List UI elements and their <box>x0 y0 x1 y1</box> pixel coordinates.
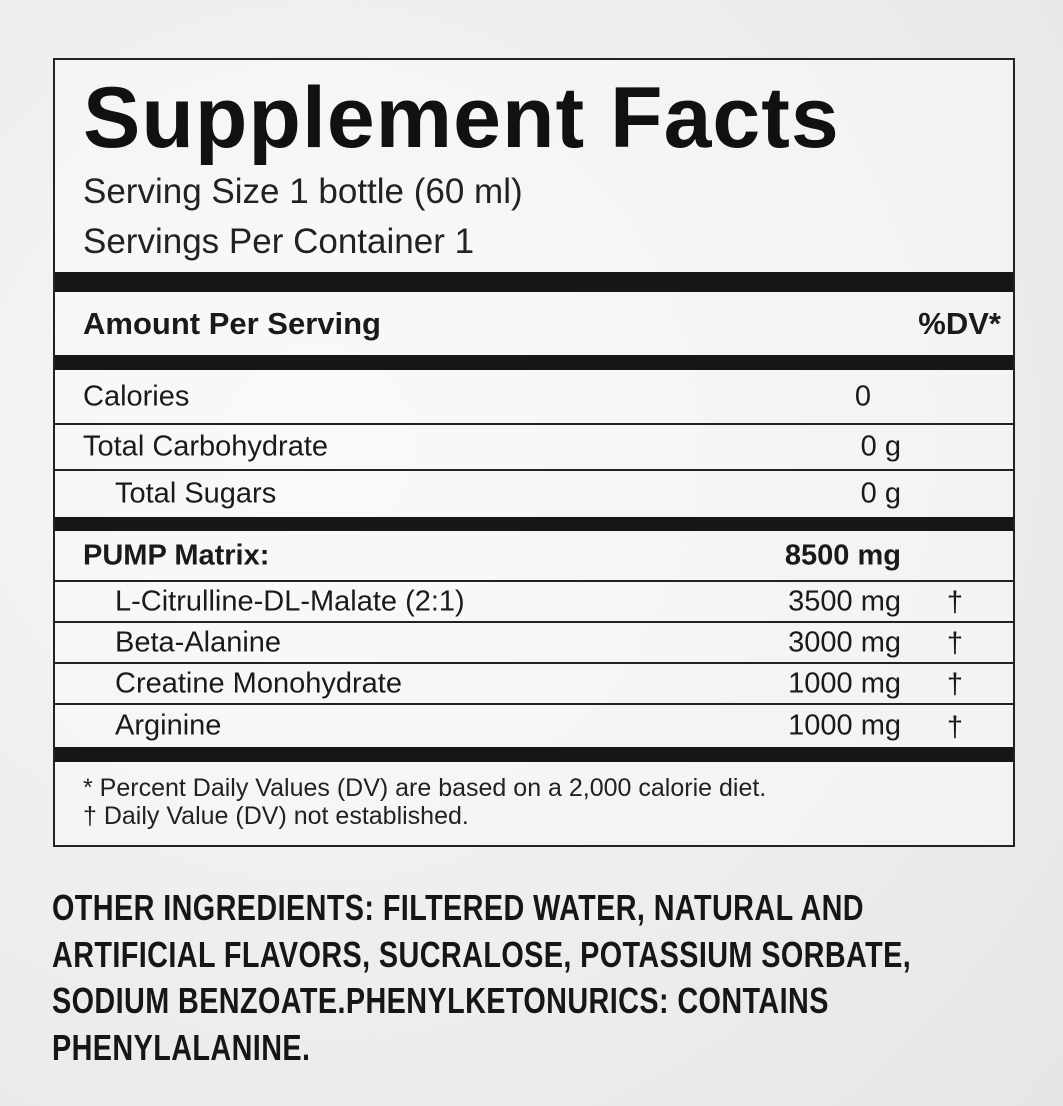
ingredient-amount: 1000 mg <box>788 709 901 742</box>
dagger-mark: † <box>946 711 963 744</box>
nutrient-name: Total Sugars <box>115 477 277 510</box>
other-ingredients: OTHER INGREDIENTS: FILTERED WATER, NATUR… <box>52 885 932 1071</box>
divider-thick <box>55 747 1013 762</box>
nutrient-name: Total Carbohydrate <box>83 430 329 463</box>
ingredient-row: L-Citrulline-DL-Malate (2:1) 3500 mg † <box>55 582 1013 623</box>
other-ingredients-text: FILTERED WATER, NATURAL AND <box>374 887 864 928</box>
nutrient-amount: 0 <box>854 380 871 412</box>
panel-title: Supplement Facts <box>83 70 840 166</box>
nutrient-name: Calories <box>83 380 190 412</box>
ingredient-name: Creatine Monohydrate <box>115 667 402 699</box>
dv-header: %DV* <box>918 305 1001 341</box>
nutrient-row: Calories 0 <box>55 370 1013 425</box>
blend-name: PUMP Matrix: <box>83 539 270 571</box>
other-ingredients-text: ARTIFICIAL FLAVORS, SUCRALOSE, POTASSIUM… <box>52 933 912 975</box>
servings-per-container: Servings Per Container 1 <box>83 222 475 261</box>
other-ingredients-text: SODIUM BENZOATE.PHENYLKETONURICS: CONTAI… <box>52 980 829 1021</box>
ingredient-row: Arginine 1000 mg † <box>55 705 1013 747</box>
footnote-dagger: † Daily Value (DV) not established. <box>83 802 469 830</box>
ingredient-row: Beta-Alanine 3000 mg † <box>55 623 1013 664</box>
dagger-mark: † <box>946 668 963 701</box>
dagger-mark: † <box>946 627 963 660</box>
nutrient-amount: 0 g <box>860 430 901 463</box>
nutrient-row: Total Sugars 0 g <box>55 471 1013 517</box>
divider-thick <box>55 355 1013 370</box>
divider-thick <box>55 517 1013 531</box>
ingredient-name: Arginine <box>115 709 222 742</box>
ingredient-amount: 3500 mg <box>788 585 901 617</box>
ingredient-amount: 1000 mg <box>788 667 901 699</box>
ingredient-row: Creatine Monohydrate 1000 mg † <box>55 664 1013 705</box>
dagger-mark: † <box>946 586 963 619</box>
footnote-dv: * Percent Daily Values (DV) are based on… <box>83 774 767 802</box>
supplement-facts-panel: Supplement Facts Serving Size 1 bottle (… <box>53 58 1015 847</box>
ingredient-name: L-Citrulline-DL-Malate (2:1) <box>115 585 465 617</box>
amount-per-serving-label: Amount Per Serving <box>83 305 381 341</box>
ingredient-amount: 3000 mg <box>788 626 901 658</box>
nutrient-row: Total Carbohydrate 0 g <box>55 425 1013 471</box>
amount-header-row: Amount Per Serving %DV* <box>55 292 1013 355</box>
ingredient-name: Beta-Alanine <box>115 626 282 658</box>
blend-row: PUMP Matrix: 8500 mg <box>55 531 1013 582</box>
nutrient-amount: 0 g <box>860 477 901 510</box>
other-ingredients-text: PHENYLALANINE. <box>52 1026 311 1068</box>
blend-amount: 8500 mg <box>784 539 901 571</box>
divider-thick <box>55 272 1013 292</box>
serving-size: Serving Size 1 bottle (60 ml) <box>83 172 523 211</box>
other-ingredients-label: OTHER INGREDIENTS: <box>52 887 375 928</box>
